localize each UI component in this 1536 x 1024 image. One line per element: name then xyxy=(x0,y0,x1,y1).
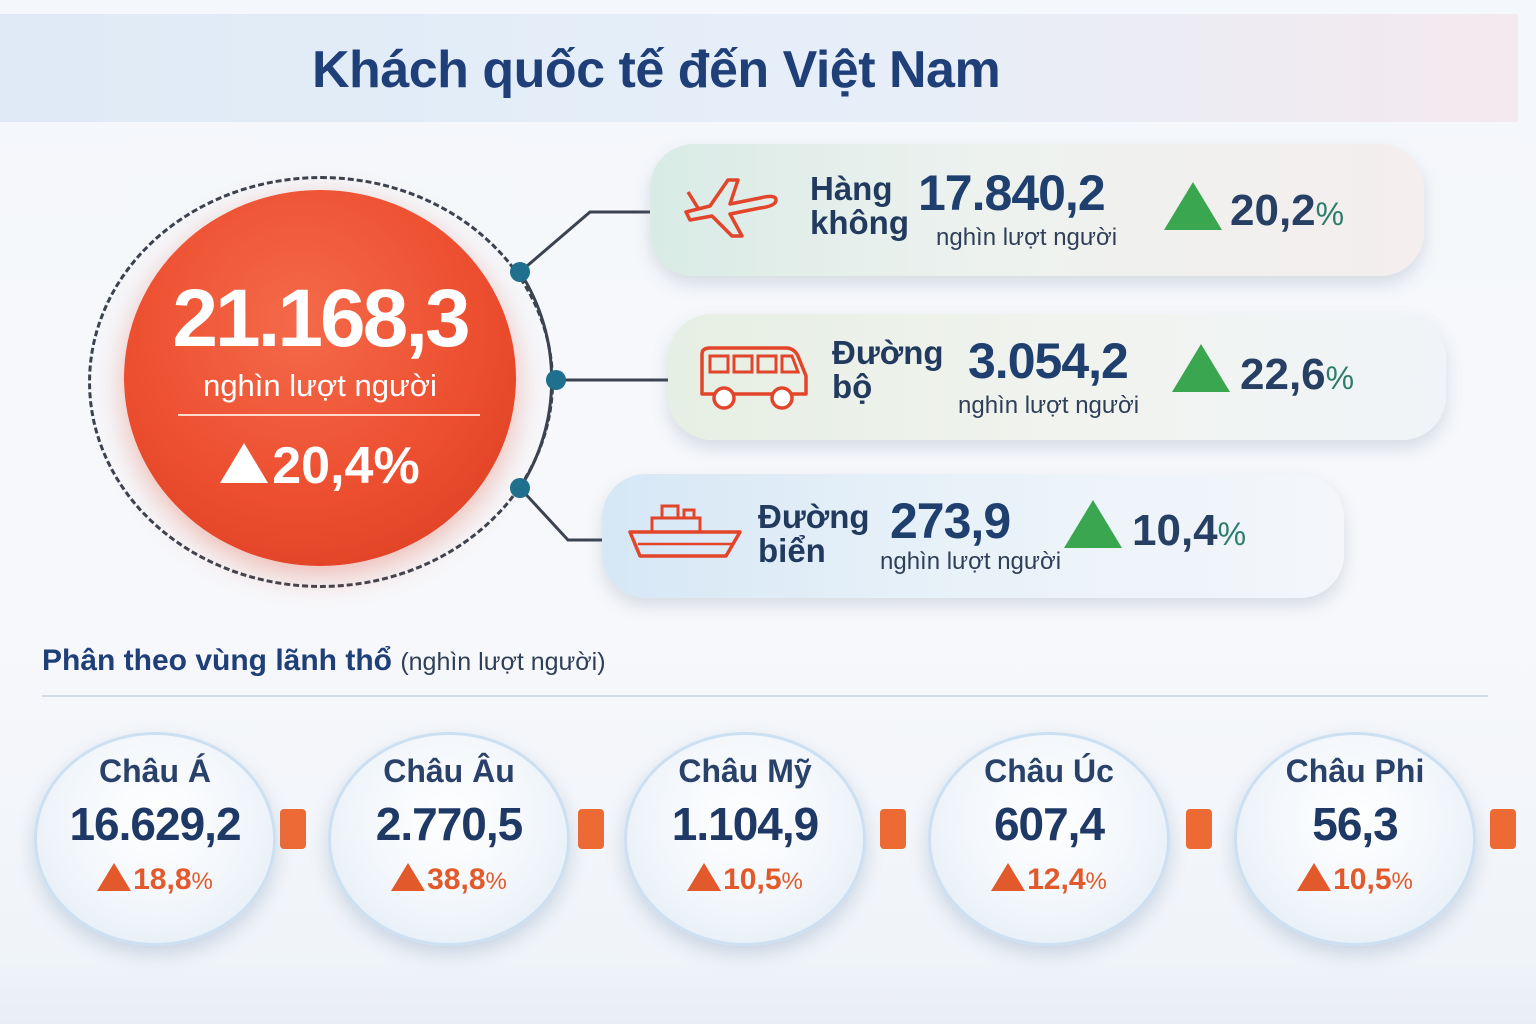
sea-label-line1: Đường xyxy=(758,498,870,535)
van-icon xyxy=(700,346,808,410)
up-triangle-icon xyxy=(391,863,426,891)
region-value: 607,4 xyxy=(993,798,1105,850)
connector-air xyxy=(519,210,650,274)
up-triangle-icon xyxy=(991,863,1026,891)
sea-label: Đường biển xyxy=(758,500,870,568)
region-tab xyxy=(880,809,906,849)
region-value: 2.770,5 xyxy=(375,798,523,850)
total-growth: 20,4% xyxy=(130,436,510,496)
region-growth: 18,8% xyxy=(37,863,273,897)
air-label-line1: Hàng xyxy=(810,170,893,207)
region-name: Châu Úc xyxy=(984,753,1114,789)
air-growth: 20,2% xyxy=(1230,186,1344,236)
up-triangle-icon xyxy=(1172,344,1230,392)
road-unit: nghìn lượt người xyxy=(958,392,1140,419)
region-name: Châu Phi xyxy=(1285,753,1425,789)
up-triangle-icon xyxy=(1164,182,1222,230)
region-africa: Châu Phi 56,3 10,5% xyxy=(1234,732,1476,946)
region-growth-pct: % xyxy=(1391,868,1413,895)
region-name: Châu Mỹ xyxy=(678,753,812,789)
sea-unit: nghìn lượt người xyxy=(880,548,1062,575)
air-unit: nghìn lượt người xyxy=(936,224,1118,251)
sea-growth-pct: % xyxy=(1217,516,1247,552)
sea-growth: 10,4% xyxy=(1132,506,1246,556)
footer-cloud-background xyxy=(0,960,1536,1024)
connector-dot-air xyxy=(510,262,530,282)
region-growth-pct: % xyxy=(781,868,803,895)
region-oceania: Châu Úc 607,4 12,4% xyxy=(928,732,1170,946)
region-tab xyxy=(1490,809,1516,849)
region-value: 1.104,9 xyxy=(671,798,819,850)
region-growth-value: 12,4 xyxy=(1027,863,1086,896)
air-growth-value: 20,2 xyxy=(1230,186,1316,235)
airplane-icon xyxy=(684,178,778,238)
region-growth: 38,8% xyxy=(331,863,567,897)
up-triangle-icon xyxy=(220,443,269,483)
region-america: Châu Mỹ 1.104,9 10,5% xyxy=(624,732,866,946)
road-value: 3.054,2 xyxy=(968,333,1129,389)
connector-sea xyxy=(518,486,602,542)
road-label: Đường bộ xyxy=(832,336,944,404)
air-growth-pct: % xyxy=(1315,196,1345,232)
road-label-line1: Đường xyxy=(832,334,944,371)
total-growth-value: 20,4% xyxy=(272,437,420,495)
connector-dot-sea xyxy=(510,478,530,498)
road-growth-value: 22,6 xyxy=(1240,350,1326,399)
ship-icon xyxy=(628,504,742,558)
up-triangle-icon xyxy=(687,863,722,891)
header-banner xyxy=(0,14,1518,122)
up-triangle-icon xyxy=(1297,863,1332,891)
region-asia: Châu Á 16.629,2 18,8% xyxy=(34,732,276,946)
region-value: 56,3 xyxy=(1312,798,1399,850)
region-growth: 10,5% xyxy=(627,863,863,897)
section-title-text: Phân theo vùng lãnh thổ xyxy=(42,644,392,677)
connector-dot-road xyxy=(546,370,566,390)
region-europe: Châu Âu 2.770,5 38,8% xyxy=(328,732,570,946)
region-growth-value: 10,5 xyxy=(1333,863,1392,896)
region-growth-pct: % xyxy=(1085,868,1107,895)
sea-label-line2: biển xyxy=(758,532,826,569)
section-subtitle: (nghìn lượt người) xyxy=(400,648,606,676)
sea-growth-value: 10,4 xyxy=(1132,506,1218,555)
region-growth-pct: % xyxy=(485,868,507,895)
region-tab xyxy=(280,809,306,849)
region-growth-pct: % xyxy=(191,868,213,895)
region-growth-value: 10,5 xyxy=(723,863,782,896)
card-road xyxy=(668,314,1446,440)
sea-value: 273,9 xyxy=(890,493,1011,549)
region-name: Châu Âu xyxy=(383,753,515,789)
card-sea xyxy=(602,474,1344,598)
region-growth-value: 38,8 xyxy=(427,863,486,896)
road-growth-pct: % xyxy=(1325,360,1355,396)
region-growth: 12,4% xyxy=(931,863,1167,897)
section-divider xyxy=(42,695,1488,697)
region-growth: 10,5% xyxy=(1237,863,1473,897)
road-label-line2: bộ xyxy=(832,368,873,405)
region-tab xyxy=(578,809,604,849)
air-label-line2: không xyxy=(810,204,909,241)
region-tab xyxy=(1186,809,1212,849)
card-air xyxy=(650,144,1424,276)
total-value: 21.168,3 xyxy=(172,273,470,364)
section-title: Phân theo vùng lãnh thổ (nghìn lượt ngườ… xyxy=(42,644,606,678)
region-growth-value: 18,8 xyxy=(133,863,192,896)
total-unit: nghìn lượt người xyxy=(203,368,437,403)
total-divider xyxy=(178,414,480,416)
up-triangle-icon xyxy=(97,863,132,891)
total-circle xyxy=(124,190,516,566)
road-growth: 22,6% xyxy=(1240,350,1354,400)
air-label: Hàng không xyxy=(810,172,909,240)
page-title: Khách quốc tế đến Việt Nam xyxy=(312,41,1001,99)
up-triangle-icon xyxy=(1064,500,1122,548)
region-value: 16.629,2 xyxy=(69,798,241,850)
region-name: Châu Á xyxy=(99,753,211,789)
air-value: 17.840,2 xyxy=(918,165,1106,221)
